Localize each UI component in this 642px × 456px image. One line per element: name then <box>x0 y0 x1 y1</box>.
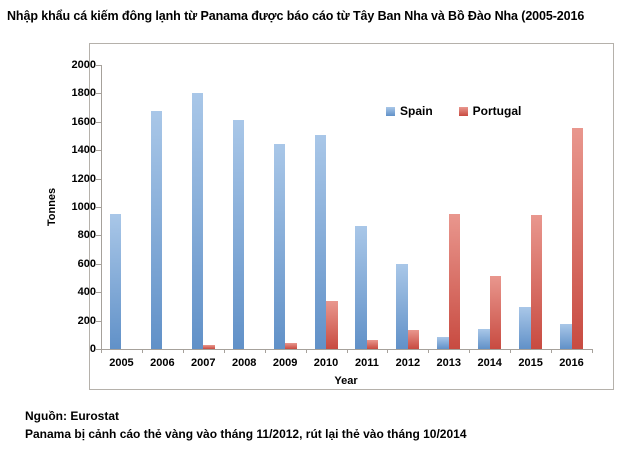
x-tick-mark <box>346 349 348 353</box>
x-tick-label: 2013 <box>436 357 462 369</box>
legend-item-portugal: Portugal <box>458 104 522 118</box>
legend-item-spain: Spain <box>386 104 433 118</box>
x-tick-mark <box>387 349 389 353</box>
bar-spain-2008 <box>232 119 245 349</box>
bar-spain-2015 <box>519 307 531 349</box>
x-axis-label: Year <box>334 375 358 387</box>
bar-spain-2006 <box>150 111 163 349</box>
x-tick-label: 2009 <box>272 357 298 369</box>
x-tick-mark <box>510 349 512 353</box>
x-tick-label: 2008 <box>231 357 257 369</box>
x-tick-mark <box>551 349 553 353</box>
legend-label-spain: Spain <box>400 104 433 118</box>
y-tick-label: 1000 <box>71 201 96 213</box>
bar-spain-2013 <box>437 336 449 349</box>
x-tick-mark <box>141 349 143 353</box>
bar-portugal-2015 <box>530 214 543 349</box>
bar-portugal-2012 <box>407 329 420 349</box>
x-tick-label: 2016 <box>559 357 584 369</box>
y-tick-label: 1600 <box>71 115 96 128</box>
y-tick-mark <box>96 121 101 123</box>
y-axis-line <box>101 65 102 349</box>
y-tick-label: 600 <box>77 257 96 270</box>
bar-portugal-2014 <box>489 275 502 349</box>
legend: Spain Portugal <box>386 104 521 118</box>
y-tick-label: 1200 <box>71 172 96 185</box>
legend-swatch-spain-icon <box>386 106 395 116</box>
y-tick-label: 400 <box>77 286 96 299</box>
x-tick-mark <box>182 349 184 353</box>
x-tick-label: 2015 <box>518 357 543 369</box>
y-tick-mark <box>96 178 101 180</box>
y-tick-mark <box>96 207 101 208</box>
source-note: Nguồn: Eurostat <box>25 409 119 423</box>
bar-spain-2016 <box>560 324 572 349</box>
x-tick-mark <box>428 349 430 353</box>
y-tick-label: 1800 <box>71 87 96 100</box>
x-tick-mark <box>592 349 593 353</box>
y-tick-mark <box>96 263 101 265</box>
y-tick-mark <box>96 235 101 237</box>
y-tick-label: 2000 <box>71 59 96 71</box>
bar-spain-2009 <box>273 143 286 349</box>
y-tick-label: 1400 <box>71 144 96 157</box>
y-axis-label: Tonnes <box>46 187 58 227</box>
x-tick-mark <box>264 349 266 353</box>
bar-spain-2005 <box>109 214 122 349</box>
x-tick-label: 2010 <box>313 357 339 369</box>
legend-swatch-portugal-icon <box>458 106 468 116</box>
bar-spain-2011 <box>355 226 367 349</box>
bar-portugal-2013 <box>448 214 461 349</box>
y-tick-label: 200 <box>77 314 96 327</box>
chart-title: Nhập khẩu cá kiếm đông lạnh từ Panama đư… <box>7 9 585 23</box>
x-tick-label: 2014 <box>477 357 502 369</box>
y-tick-mark <box>96 292 101 294</box>
bar-spain-2014 <box>478 329 490 349</box>
bar-portugal-2010 <box>326 300 338 349</box>
bar-spain-2010 <box>314 134 327 349</box>
x-tick-label: 2005 <box>109 357 134 369</box>
x-tick-label: 2012 <box>395 357 421 369</box>
bar-spain-2007 <box>191 93 204 349</box>
x-tick-label: 2006 <box>150 357 175 369</box>
x-tick-mark <box>223 349 225 353</box>
x-tick-mark <box>101 349 102 353</box>
x-tick-mark <box>305 349 307 353</box>
y-tick-mark <box>96 320 101 322</box>
y-tick-mark <box>96 65 101 66</box>
yellow-card-note: Panama bị cảnh cáo thẻ vàng vào tháng 11… <box>25 427 467 441</box>
y-tick-mark <box>96 150 101 152</box>
legend-label-portugal: Portugal <box>472 104 522 118</box>
y-tick-mark <box>96 93 101 95</box>
x-tick-label: 2007 <box>191 357 216 369</box>
bar-portugal-2009 <box>285 342 297 349</box>
footer: Nguồn: Eurostat Panama bị cảnh cáo thẻ v… <box>25 407 467 443</box>
x-tick-mark <box>469 349 471 353</box>
y-tick-mark <box>96 349 101 350</box>
bar-spain-2012 <box>396 263 408 349</box>
bar-portugal-2011 <box>366 340 379 349</box>
bar-portugal-2016 <box>571 128 584 349</box>
y-tick-label: 0 <box>89 343 96 355</box>
y-tick-label: 800 <box>77 229 96 242</box>
bar-portugal-2007 <box>203 344 215 349</box>
x-tick-label: 2011 <box>355 357 379 369</box>
